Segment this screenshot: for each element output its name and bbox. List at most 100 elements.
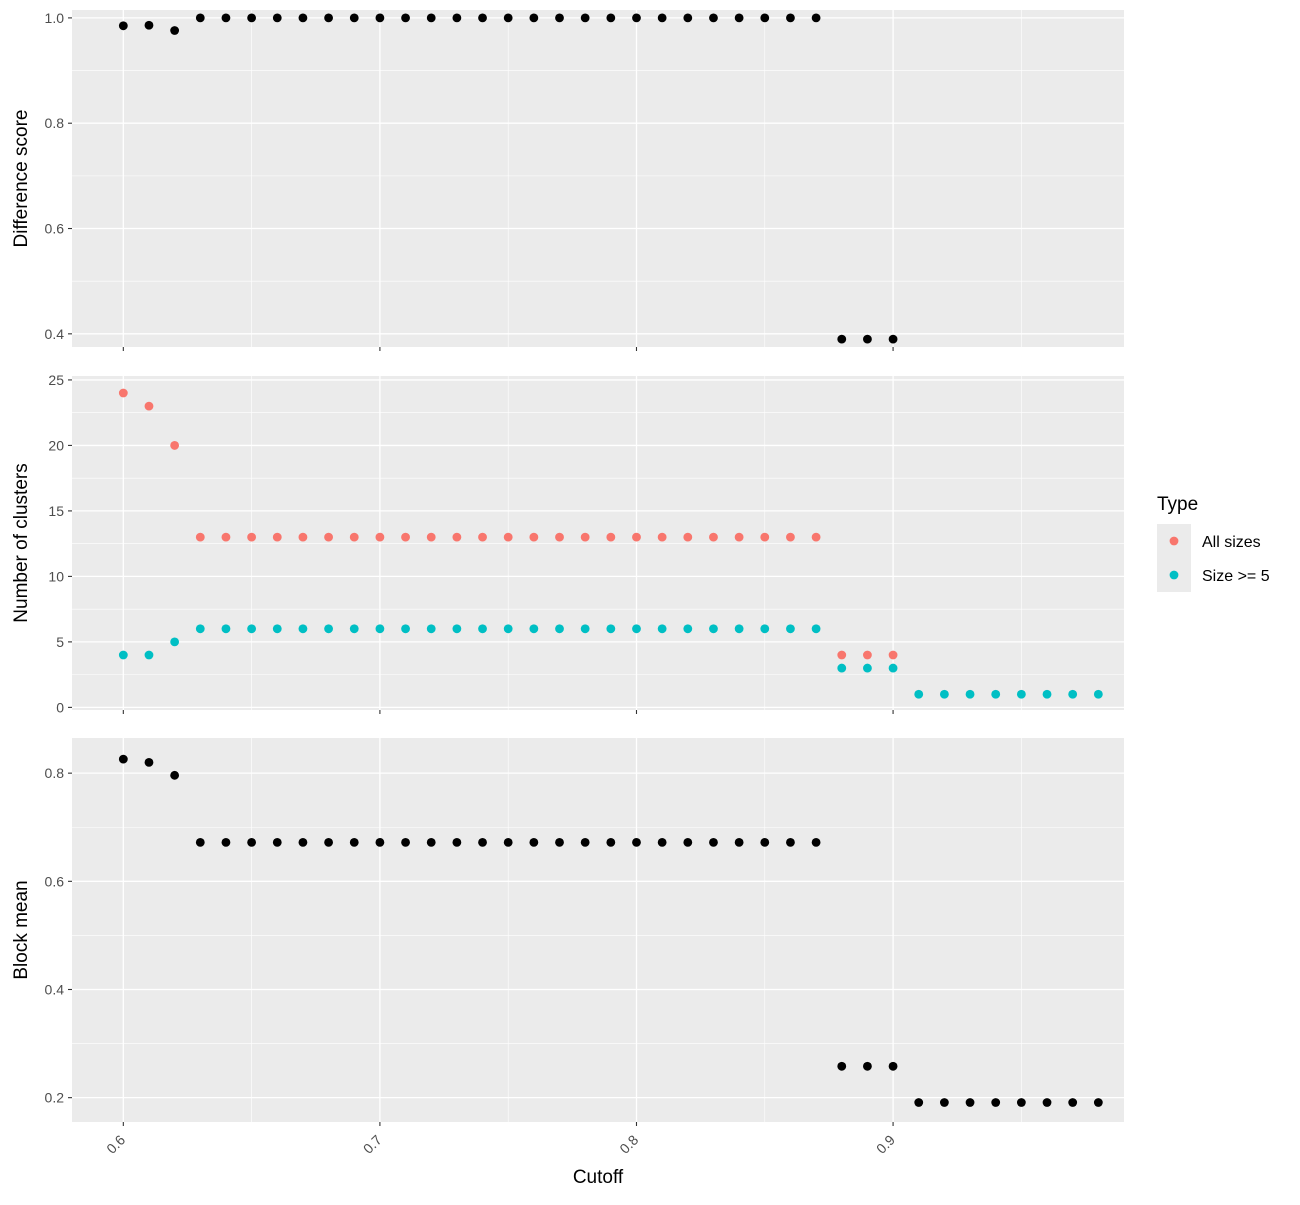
data-point xyxy=(118,754,128,764)
data-point xyxy=(375,624,385,634)
y-tick-label: 0.6 xyxy=(45,873,65,889)
data-point xyxy=(195,624,205,634)
data-point xyxy=(939,1098,949,1107)
data-point xyxy=(170,637,180,647)
data-point xyxy=(529,624,539,634)
series-number-of-clusters-1 xyxy=(118,624,1103,699)
data-point xyxy=(170,26,180,35)
data-point xyxy=(170,770,180,780)
x-tick-label: 0.8 xyxy=(616,1131,641,1156)
data-point xyxy=(247,837,257,847)
panel-block-mean: 0.2 0.4 0.6 0.8 Block mean 0.6 0.7 0.8 0.9 xyxy=(11,738,1124,1157)
series-block-mean-0 xyxy=(118,754,1103,1107)
data-point xyxy=(606,532,616,542)
data-point xyxy=(606,13,616,23)
y-axis-title-number-of-clusters: Number of clusters xyxy=(11,463,32,622)
data-point xyxy=(580,837,590,847)
data-point xyxy=(221,624,231,634)
data-point xyxy=(837,663,847,673)
panel-background-number-of-clusters xyxy=(72,376,1124,710)
data-point xyxy=(452,13,462,23)
data-point xyxy=(324,13,333,23)
data-point xyxy=(786,624,795,634)
data-point xyxy=(426,837,436,847)
y-tick-label: 0.6 xyxy=(45,221,65,237)
data-point xyxy=(349,837,359,847)
data-point xyxy=(170,441,180,450)
data-point xyxy=(863,650,872,660)
data-point xyxy=(375,13,385,23)
data-point xyxy=(863,334,872,344)
x-tick-label: 0.7 xyxy=(360,1131,385,1156)
data-point xyxy=(426,624,436,634)
data-point xyxy=(709,624,718,634)
data-point xyxy=(888,334,898,344)
data-point xyxy=(786,13,795,23)
legend-label-size-ge-5: Size >= 5 xyxy=(1202,568,1270,585)
data-point xyxy=(221,532,231,542)
data-point xyxy=(786,532,795,542)
data-point xyxy=(555,624,564,634)
data-point xyxy=(375,837,385,847)
panel-background-difference-score xyxy=(72,10,1124,347)
data-point xyxy=(144,757,154,767)
data-point xyxy=(272,532,282,542)
data-point xyxy=(401,13,410,23)
data-point xyxy=(324,837,333,847)
data-point xyxy=(349,532,359,542)
data-point xyxy=(1042,1098,1052,1107)
data-point xyxy=(939,689,949,699)
data-point xyxy=(683,624,693,634)
data-point xyxy=(580,532,590,542)
data-point xyxy=(272,837,282,847)
data-point xyxy=(632,532,641,542)
y-tick-label: 0.4 xyxy=(45,326,65,342)
data-point xyxy=(478,13,487,23)
legend: Type All sizes Size >= 5 xyxy=(1157,494,1270,592)
data-point xyxy=(991,689,1001,699)
data-point xyxy=(734,624,744,634)
data-point xyxy=(811,837,821,847)
y-tick-label: 0.8 xyxy=(45,115,65,131)
data-point xyxy=(529,837,539,847)
data-point xyxy=(298,837,308,847)
data-point xyxy=(734,532,744,542)
data-point xyxy=(272,13,282,23)
data-point xyxy=(606,624,616,634)
data-point xyxy=(298,13,308,23)
data-point xyxy=(1016,689,1026,699)
data-point xyxy=(324,532,333,542)
data-point xyxy=(811,532,821,542)
data-point xyxy=(478,624,487,634)
y-axis-title-block-mean: Block mean xyxy=(11,880,32,979)
data-point xyxy=(1093,689,1103,699)
data-point xyxy=(298,624,308,634)
data-point xyxy=(632,13,641,23)
data-point xyxy=(426,13,436,23)
data-point xyxy=(965,1098,975,1107)
data-point xyxy=(760,837,770,847)
data-point xyxy=(632,624,641,634)
data-point xyxy=(195,13,205,23)
data-point xyxy=(221,837,231,847)
legend-title: Type xyxy=(1157,494,1198,515)
data-point xyxy=(375,532,385,542)
data-point xyxy=(914,1098,924,1107)
legend-marker-size-ge-5 xyxy=(1169,570,1179,580)
data-point xyxy=(657,837,667,847)
data-point xyxy=(580,13,590,23)
data-point xyxy=(1093,1098,1103,1107)
data-point xyxy=(632,837,641,847)
panel-difference-score: 0.4 0.6 0.8 1.0 Difference score xyxy=(11,10,1124,351)
data-point xyxy=(811,13,821,23)
data-point xyxy=(555,837,564,847)
panel-number-of-clusters: 0 5 10 15 20 25 Number of clusters xyxy=(11,372,1124,715)
data-point xyxy=(555,532,564,542)
data-point xyxy=(349,13,359,23)
panel-background-block-mean xyxy=(72,738,1124,1122)
data-point xyxy=(324,624,333,634)
panels-layer: 0.4 0.6 0.8 1.0 Difference score 0 5 10 15 20 25 Nu… xyxy=(11,10,1124,1157)
data-point xyxy=(863,1061,872,1071)
data-point xyxy=(991,1098,1001,1107)
data-point xyxy=(272,624,282,634)
